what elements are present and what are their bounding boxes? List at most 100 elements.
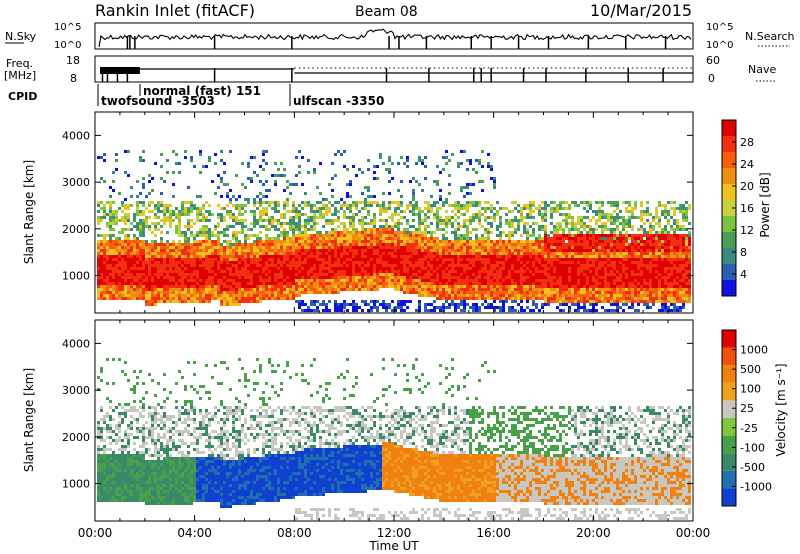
power-cell (112, 276, 115, 279)
power-cell (184, 246, 187, 249)
power-cell (436, 255, 439, 258)
power-cell (385, 273, 388, 276)
power-cell (466, 201, 469, 204)
power-cell (412, 288, 415, 291)
power-cell (358, 219, 361, 222)
power-cell (226, 303, 229, 306)
power-cell (496, 225, 499, 228)
power-cell (457, 210, 460, 213)
power-cell (559, 276, 562, 279)
power-cell (97, 216, 100, 219)
power-cell (115, 246, 118, 249)
power-cell (571, 252, 574, 255)
power-cell (469, 270, 472, 273)
power-cell (280, 279, 283, 282)
power-cell (448, 159, 451, 162)
power-cell (226, 258, 229, 261)
power-cell (139, 156, 142, 159)
power-cell (298, 243, 301, 246)
power-cell (112, 297, 115, 300)
power-cell (313, 279, 316, 282)
power-cell (496, 261, 499, 264)
power-cell (292, 240, 295, 243)
power-cell (520, 309, 523, 312)
power-cell (241, 183, 244, 186)
power-cell (385, 267, 388, 270)
power-cell (280, 270, 283, 273)
power-cell (241, 291, 244, 294)
power-cell (439, 270, 442, 273)
power-cell (340, 285, 343, 288)
power-cell (469, 219, 472, 222)
power-cell (106, 225, 109, 228)
power-cell (316, 234, 319, 237)
power-cell (310, 225, 313, 228)
power-cell (532, 222, 535, 225)
power-cell (373, 246, 376, 249)
power-cell (487, 288, 490, 291)
power-cell (238, 246, 241, 249)
power-cell (373, 213, 376, 216)
power-cell (109, 261, 112, 264)
power-cell (424, 264, 427, 267)
power-cell (229, 201, 232, 204)
power-cell (511, 240, 514, 243)
power-cell (205, 270, 208, 273)
power-cell (514, 294, 517, 297)
power-cell (289, 255, 292, 258)
power-cell (541, 264, 544, 267)
power-cell (586, 255, 589, 258)
power-cell (442, 237, 445, 240)
power-cell (457, 258, 460, 261)
power-cell (286, 246, 289, 249)
power-cell (238, 291, 241, 294)
power-cell (142, 246, 145, 249)
power-cell (304, 225, 307, 228)
power-cell (274, 180, 277, 183)
power-cell (568, 282, 571, 285)
power-cell (562, 261, 565, 264)
power-cell (172, 264, 175, 267)
power-cell (475, 291, 478, 294)
power-cell (385, 303, 388, 306)
power-cell (319, 291, 322, 294)
power-cell (208, 246, 211, 249)
power-cell (253, 279, 256, 282)
power-cell (310, 282, 313, 285)
power-cell (424, 156, 427, 159)
power-cell (196, 261, 199, 264)
power-cell (532, 285, 535, 288)
power-cell (355, 252, 358, 255)
power-cell (103, 240, 106, 243)
power-cell (397, 204, 400, 207)
power-cell (496, 210, 499, 213)
power-cell (316, 216, 319, 219)
power-cell (121, 267, 124, 270)
power-cell (304, 204, 307, 207)
power-cell (334, 282, 337, 285)
power-cell (208, 270, 211, 273)
power-cell (445, 297, 448, 300)
power-cell (412, 267, 415, 270)
power-cell (169, 300, 172, 303)
power-cell (556, 234, 559, 237)
power-cell (292, 222, 295, 225)
power-cell (217, 246, 220, 249)
power-cell (316, 267, 319, 270)
power-cell (205, 252, 208, 255)
power-cell (430, 195, 433, 198)
power-cell (403, 282, 406, 285)
power-cell (127, 213, 130, 216)
power-cell (220, 177, 223, 180)
power-cell (526, 234, 529, 237)
power-cell (562, 231, 565, 234)
power-cell (418, 273, 421, 276)
power-cell (469, 162, 472, 165)
power-cell (97, 270, 100, 273)
power-cell (277, 276, 280, 279)
power-cell (553, 285, 556, 288)
power-cell (466, 204, 469, 207)
power-cell (259, 288, 262, 291)
power-cell (391, 279, 394, 282)
power-cell (436, 243, 439, 246)
